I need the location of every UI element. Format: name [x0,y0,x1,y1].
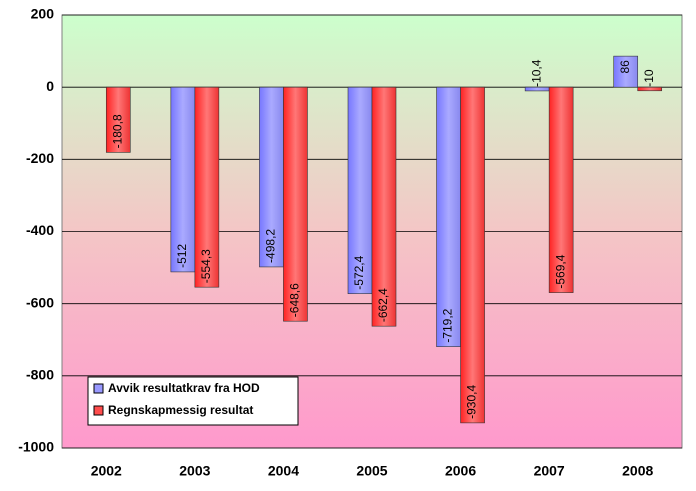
x-tick-label: 2003 [179,463,210,479]
bar [436,86,461,347]
legend-swatch [93,405,104,416]
bar [347,86,373,295]
y-tick-label: -800 [26,367,54,383]
data-label: -719,2 [441,308,455,342]
bar [170,86,196,273]
data-label: -10,4 [529,59,543,87]
y-tick-label: 200 [31,6,55,22]
data-label: 86 [618,60,632,74]
data-label: -180,8 [110,114,124,148]
legend-box [87,376,299,426]
y-tick-label: 0 [46,78,54,94]
data-label: -930,4 [465,385,479,419]
bar [371,86,397,327]
bar [283,86,308,322]
bar [194,86,220,288]
y-tick-label: -1000 [18,439,54,455]
x-tick-label: 2007 [534,463,565,479]
bar [548,86,574,293]
x-tick-label: 2006 [445,463,476,479]
y-tick-label: -200 [26,150,54,166]
data-label: -498,2 [264,229,278,263]
y-tick-label: -600 [26,294,54,310]
x-tick-label: 2004 [268,463,299,479]
data-label: -662,4 [376,288,390,322]
legend-swatch [93,383,104,394]
bar [637,86,663,92]
data-label: -512 [175,244,189,268]
bar [460,86,485,424]
bar [613,55,639,88]
legend-label: Avvik resultatkrav fra HOD [108,381,260,395]
y-tick-label: -400 [26,222,54,238]
data-label: -554,3 [199,249,213,283]
bar [259,86,284,268]
data-label: -572,4 [352,255,366,289]
x-tick-label: 2008 [622,463,653,479]
bar [105,86,131,153]
x-tick-label: 2002 [91,463,122,479]
x-tick-label: 2005 [356,463,387,479]
data-label: -648,6 [288,283,302,317]
data-label: -10 [642,69,656,87]
legend-label: Regnskapmessig resultat [108,403,253,417]
data-label: -569,4 [553,254,567,288]
